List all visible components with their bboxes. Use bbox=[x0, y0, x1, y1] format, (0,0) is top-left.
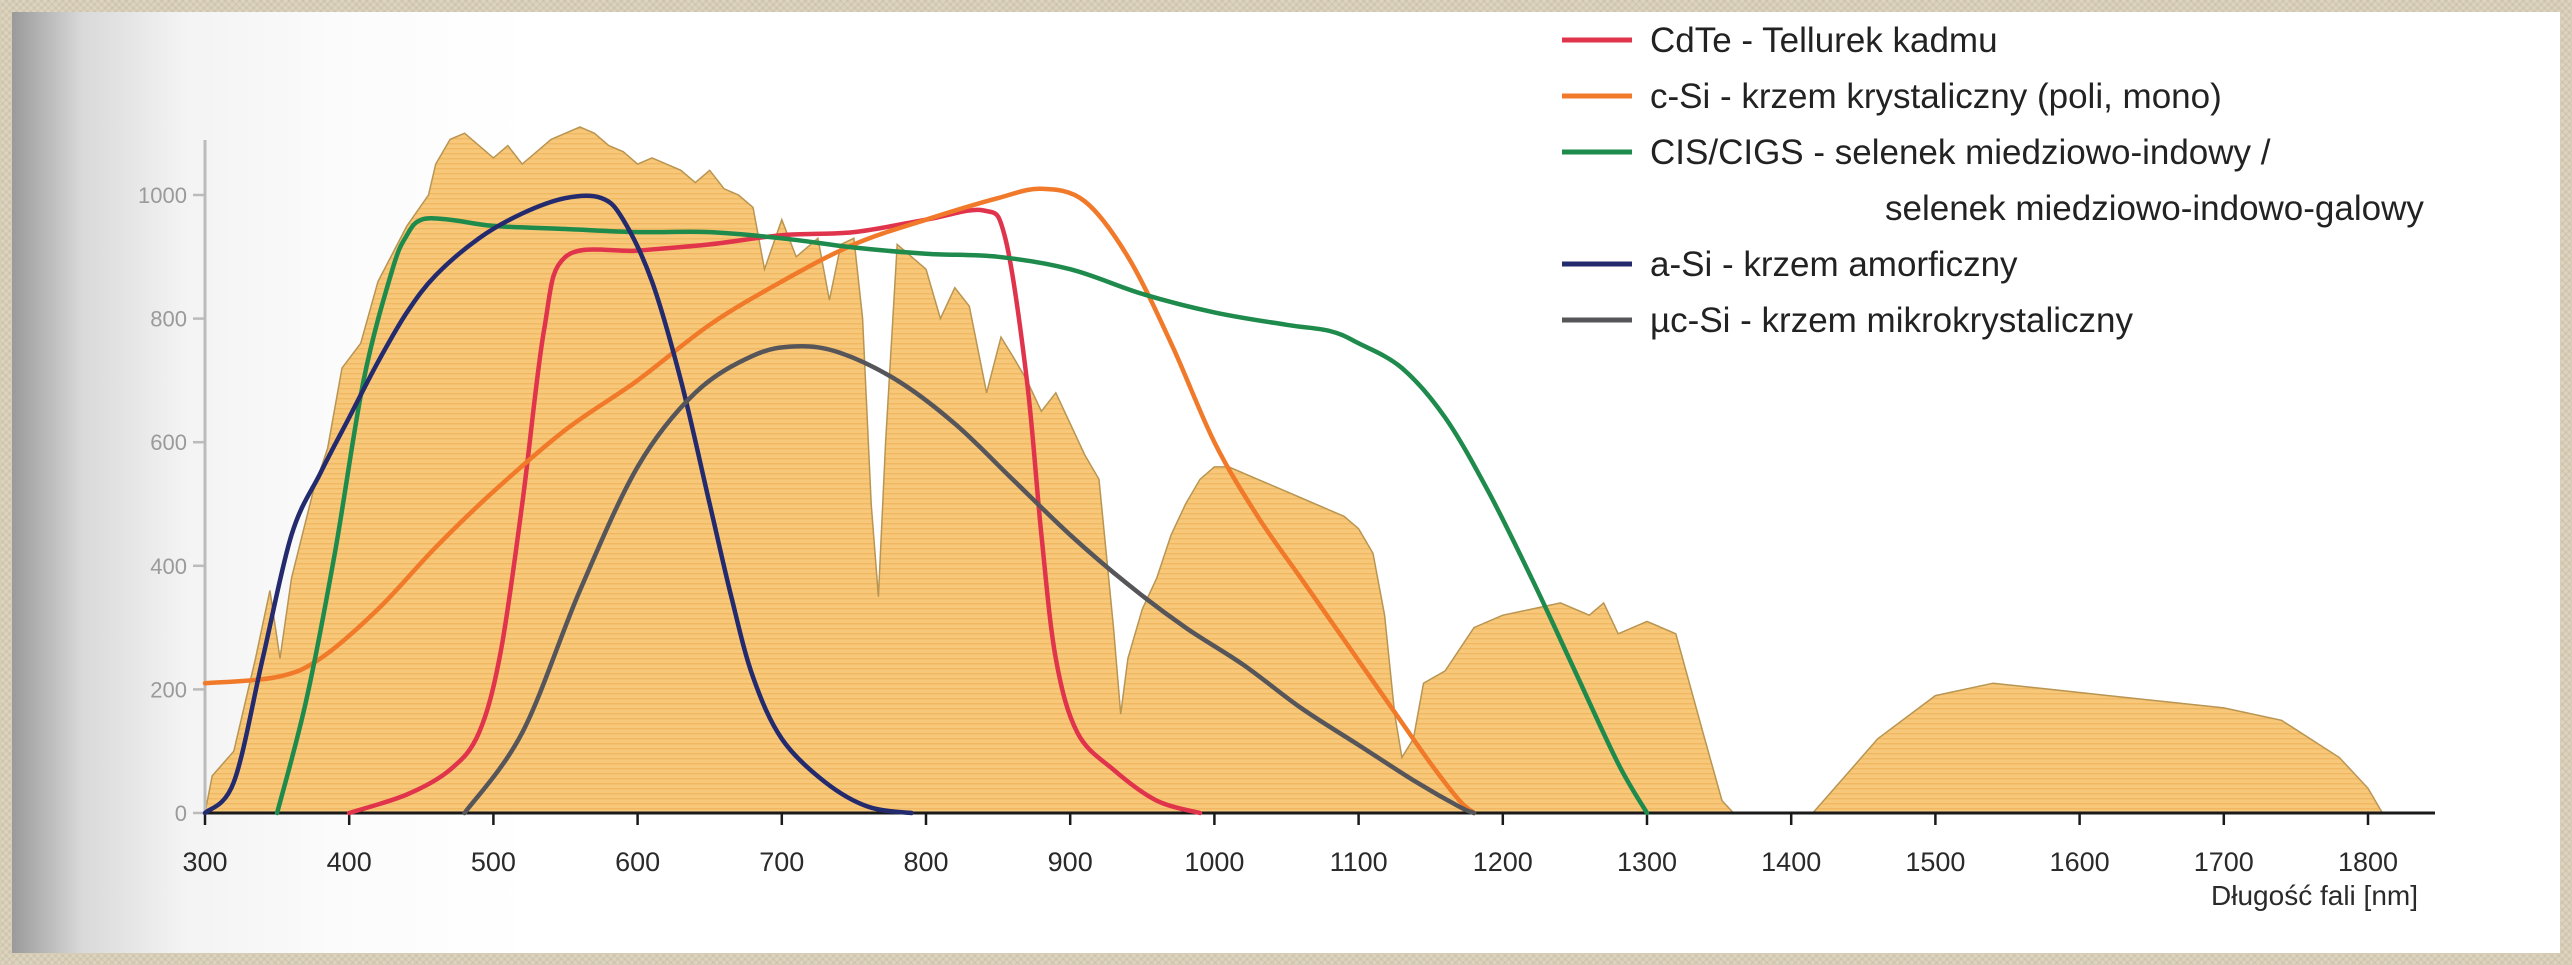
x-tick-label: 300 bbox=[182, 847, 227, 877]
series-line-4 bbox=[202, 193, 914, 816]
y-tick-label: 200 bbox=[150, 677, 187, 702]
x-tick-label: 1100 bbox=[1330, 847, 1388, 877]
x-tick-label: 1200 bbox=[1473, 847, 1533, 877]
x-tick-label: 1500 bbox=[1905, 847, 1965, 877]
legend-label-1: CdTe - Tellurek kadmu bbox=[1650, 21, 1998, 60]
x-axis-title: Długość fali [nm] bbox=[2211, 880, 2418, 911]
x-tick-label: 1300 bbox=[1617, 847, 1677, 877]
legend-label-3: CIS/CIGS - selenek miedziowo-indowy / bbox=[1650, 133, 2271, 172]
x-tick-label: 1800 bbox=[2338, 847, 2398, 877]
x-tick-label: 700 bbox=[759, 847, 804, 877]
y-tick-label: 600 bbox=[150, 430, 187, 455]
y-tick-label: 400 bbox=[150, 554, 187, 579]
series-line-2 bbox=[202, 186, 1477, 816]
x-tick-label: 1700 bbox=[2194, 847, 2254, 877]
x-tick-label: 600 bbox=[615, 847, 660, 877]
y-tick-label: 800 bbox=[150, 307, 187, 332]
series-line-1 bbox=[346, 207, 1203, 816]
x-tick-label: 800 bbox=[903, 847, 948, 877]
y-tick-label: 1000 bbox=[138, 183, 187, 208]
x-tick-label: 400 bbox=[327, 847, 372, 877]
x-tick-label: 1600 bbox=[2050, 847, 2110, 877]
x-tick-label: 500 bbox=[471, 847, 516, 877]
series-line-5 bbox=[462, 344, 1477, 816]
legend-label-5: µc-Si - krzem mikrokrystaliczny bbox=[1650, 301, 2133, 340]
series-line-3 bbox=[274, 216, 1650, 816]
y-tick-label: 0 bbox=[175, 801, 187, 826]
legend-label-2: c-Si - krzem krystaliczny (poli, mono) bbox=[1650, 77, 2222, 116]
legend-label-4: a-Si - krzem amorficzny bbox=[1650, 245, 2018, 284]
x-tick-label: 900 bbox=[1048, 847, 1093, 877]
x-tick-label: 1000 bbox=[1184, 847, 1244, 877]
x-tick-label: 1400 bbox=[1761, 847, 1821, 877]
legend-label-3: selenek miedziowo-indowo-galowy bbox=[1885, 189, 2424, 228]
